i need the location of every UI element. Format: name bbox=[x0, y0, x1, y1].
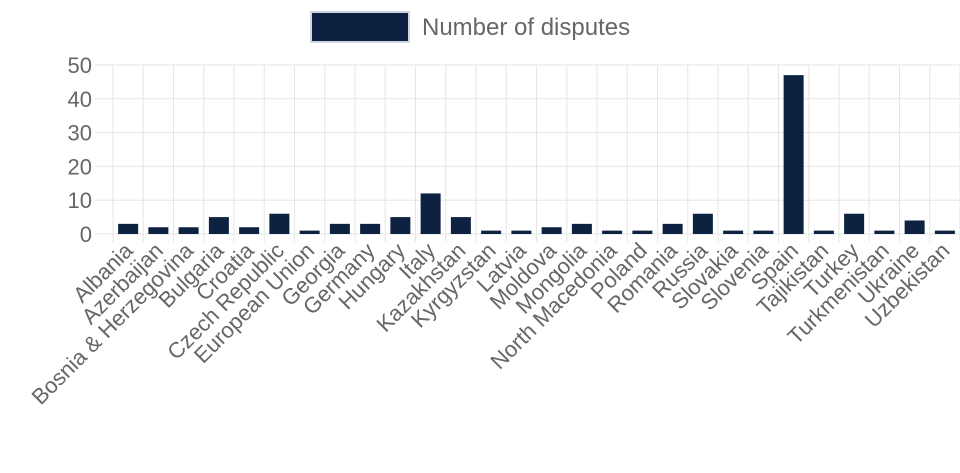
y-tick-label: 10 bbox=[68, 188, 92, 213]
bar-turkey[interactable] bbox=[844, 213, 865, 234]
bar-latvia[interactable] bbox=[511, 230, 532, 234]
bar-european-union[interactable] bbox=[299, 230, 320, 234]
bar-mongolia[interactable] bbox=[571, 223, 592, 234]
y-axis-ticks: 0 10 20 30 40 50 bbox=[68, 53, 92, 247]
legend-swatch bbox=[310, 11, 410, 43]
bar-hungary[interactable] bbox=[390, 217, 411, 234]
bar-uzbekistan[interactable] bbox=[934, 230, 955, 234]
y-tick-label: 30 bbox=[68, 121, 92, 146]
bar-azerbaijan[interactable] bbox=[148, 227, 169, 234]
bar-albania[interactable] bbox=[118, 223, 139, 234]
bar-romania[interactable] bbox=[662, 223, 683, 234]
bar-kazakhstan[interactable] bbox=[450, 217, 471, 234]
legend-label: Number of disputes bbox=[422, 14, 630, 41]
bar-bulgaria[interactable] bbox=[208, 217, 229, 234]
bar-turkmenistan[interactable] bbox=[874, 230, 895, 234]
bar-moldova[interactable] bbox=[541, 227, 562, 234]
bar-slovakia[interactable] bbox=[723, 230, 744, 234]
y-tick-label: 0 bbox=[80, 222, 92, 247]
bar-spain[interactable] bbox=[783, 75, 804, 234]
bar-germany[interactable] bbox=[360, 223, 381, 234]
y-tick-label: 50 bbox=[68, 53, 92, 78]
grid bbox=[95, 64, 960, 242]
bar-bosnia-herzegovina[interactable] bbox=[178, 227, 199, 234]
bars bbox=[118, 75, 955, 234]
bar-north-macedonia[interactable] bbox=[602, 230, 623, 234]
y-tick-label: 40 bbox=[68, 87, 92, 112]
bar-italy[interactable] bbox=[420, 193, 441, 234]
bar-kyrgyzstan[interactable] bbox=[481, 230, 502, 234]
bar-czech-republic[interactable] bbox=[269, 213, 290, 234]
bar-poland[interactable] bbox=[632, 230, 653, 234]
y-tick-label: 20 bbox=[68, 154, 92, 179]
bar-tajikistan[interactable] bbox=[813, 230, 834, 234]
bar-croatia[interactable] bbox=[239, 227, 260, 234]
legend[interactable]: Number of disputes bbox=[310, 11, 630, 43]
bar-georgia[interactable] bbox=[329, 223, 350, 234]
bar-ukraine[interactable] bbox=[904, 220, 925, 234]
bar-russia[interactable] bbox=[692, 213, 713, 234]
bar-slovenia[interactable] bbox=[753, 230, 774, 234]
